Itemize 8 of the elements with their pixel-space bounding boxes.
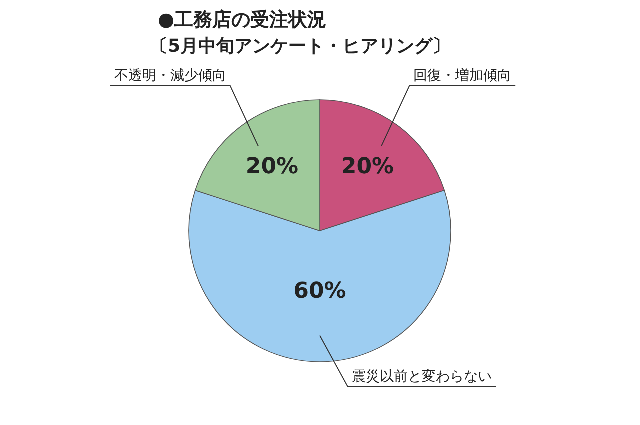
- chart-subtitle: 〔5月中旬アンケート・ヒアリング〕: [150, 36, 451, 57]
- data-label: 20%: [246, 154, 299, 180]
- data-label: 20%: [341, 154, 394, 180]
- slice-label: 回復・増加傾向: [414, 67, 512, 84]
- data-label: 60%: [294, 278, 346, 304]
- slice-label: 不透明・減少傾向: [114, 68, 226, 84]
- chart-title: ●工務店の受注状況: [158, 9, 327, 31]
- slice-label: 震災以前と変わらない: [352, 369, 492, 385]
